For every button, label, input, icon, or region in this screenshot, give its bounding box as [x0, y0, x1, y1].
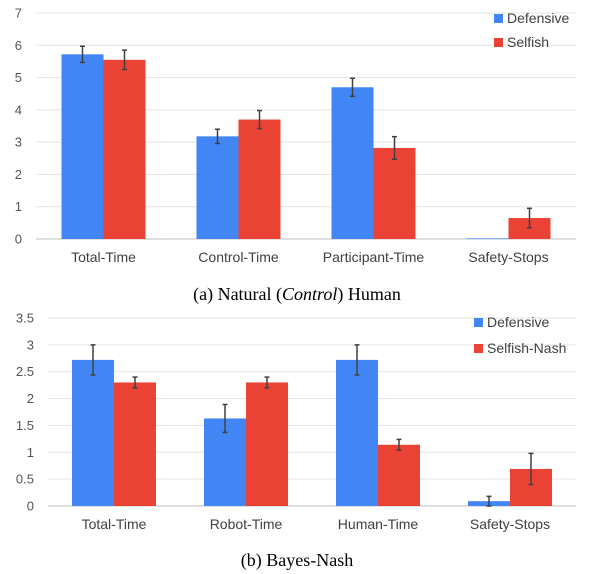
y-tick-label: 1.5: [16, 418, 34, 433]
category-label: Participant-Time: [323, 249, 425, 265]
category-label: Robot-Time: [210, 516, 283, 532]
bar-defensive-safety-stops: [466, 238, 509, 239]
y-tick-label: 3: [27, 337, 34, 352]
bar-defensive-total-time: [72, 359, 114, 506]
chart-panel-a: 0 1 2 3 4 5 6 7 Total-Time Control-Time Participan…: [15, 6, 576, 305]
chart-panel-b: 0 0.5 1 1.5 2 2.5 3 3.5 Total-Time Robot-Time Huma…: [16, 311, 576, 571]
y-tick-label: 6: [15, 38, 22, 53]
y-tick-label: 2: [15, 167, 22, 182]
y-tick-label: 4: [15, 102, 22, 117]
category-label: Total-Time: [82, 516, 147, 532]
legend-swatch: [474, 344, 483, 353]
bar-defensive-participant-time: [331, 87, 374, 239]
bar-defensive-human-time: [336, 359, 378, 506]
bar-selfish-safety-stops: [508, 218, 551, 239]
y-tick-label: 2: [27, 391, 34, 406]
bar-selfish-control-time: [238, 119, 281, 239]
y-tick-label: 7: [15, 6, 22, 21]
bar-selfish-nash-robot-time: [246, 382, 288, 506]
y-tick-label: 1: [15, 199, 22, 214]
y-tick-label: 2.5: [16, 364, 34, 379]
category-label: Total-Time: [71, 249, 136, 265]
y-tick-label: 1: [27, 445, 34, 460]
category-label: Control-Time: [198, 249, 279, 265]
category-label: Safety-Stops: [468, 249, 548, 265]
y-tick-label: 0: [27, 499, 34, 514]
legend-label: Selfish: [507, 34, 549, 50]
bar-selfish-total-time: [103, 59, 146, 239]
y-tick-label: 0.5: [16, 472, 34, 487]
y-tick-label: 0: [15, 232, 22, 247]
legend-swatch: [494, 38, 503, 47]
chart-caption: (a) Natural (Control) Human: [193, 284, 401, 305]
y-tick-label: 3: [15, 135, 22, 150]
y-tick-label: 5: [15, 70, 22, 85]
bar-selfish-participant-time: [373, 147, 416, 239]
legend-swatch: [474, 318, 483, 327]
y-tick-label: 3.5: [16, 311, 34, 326]
bar-defensive-total-time: [61, 54, 104, 239]
bar-defensive-control-time: [196, 136, 239, 239]
legend-label: Defensive: [507, 10, 569, 26]
bar-selfish-nash-human-time: [378, 444, 420, 506]
legend-swatch: [494, 14, 503, 23]
legend-label: Selfish-Nash: [487, 340, 566, 356]
category-label: Safety-Stops: [470, 516, 550, 532]
legend-label: Defensive: [487, 314, 549, 330]
chart-caption: (b) Bayes-Nash: [241, 550, 353, 571]
category-label: Human-Time: [338, 516, 419, 532]
bar-selfish-nash-total-time: [114, 382, 156, 506]
